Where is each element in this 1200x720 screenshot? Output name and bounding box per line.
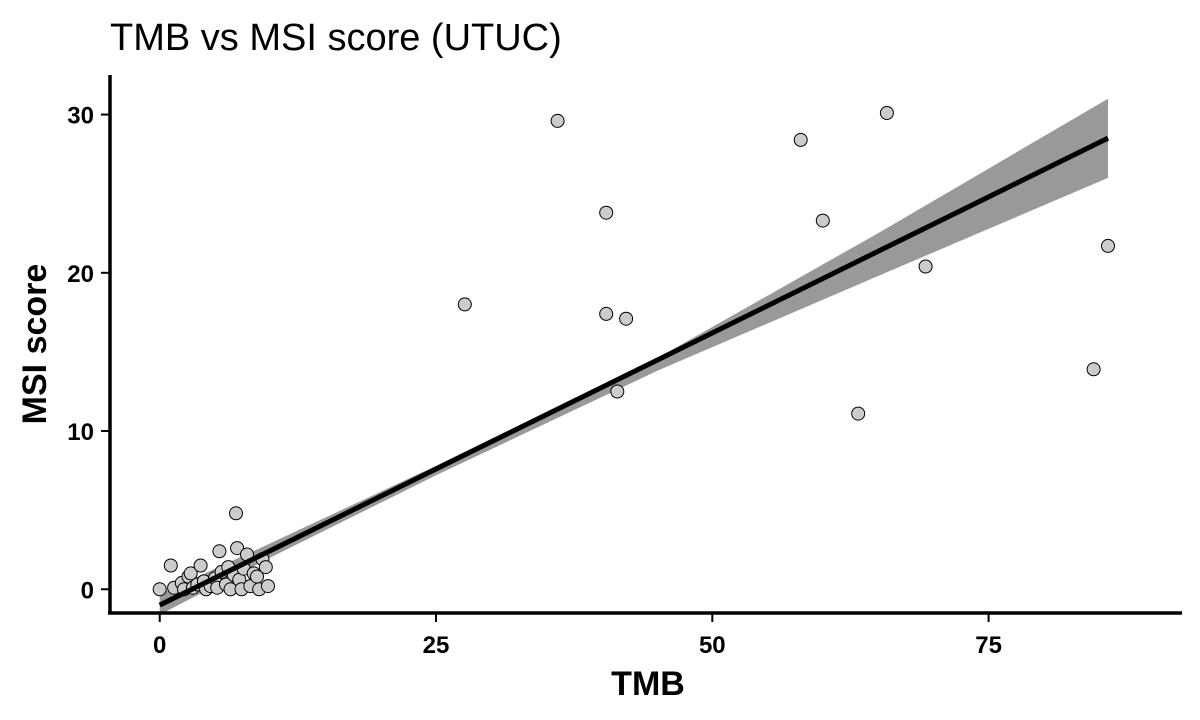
x-axis-title: TMB xyxy=(611,665,685,703)
chart-title: TMB vs MSI score (UTUC) xyxy=(110,17,562,59)
x-tick-label: 25 xyxy=(423,632,450,659)
data-point xyxy=(193,558,208,573)
x-tick-label: 75 xyxy=(975,632,1002,659)
y-tick-label: 0 xyxy=(81,577,94,604)
data-point xyxy=(163,558,178,573)
data-point xyxy=(793,132,808,147)
data-points-layer xyxy=(152,106,1115,597)
data-point xyxy=(1101,238,1115,253)
data-point xyxy=(610,384,625,399)
data-point xyxy=(599,205,614,220)
data-point xyxy=(851,406,866,421)
data-point xyxy=(879,106,894,120)
y-axis-ticks: 0 10 20 30 xyxy=(67,103,110,604)
y-axis-title: MSI score xyxy=(16,264,54,425)
y-tick-label: 20 xyxy=(67,261,94,288)
data-point xyxy=(212,544,227,559)
data-point xyxy=(815,213,830,228)
data-point xyxy=(258,560,273,575)
data-point xyxy=(599,306,614,321)
data-point xyxy=(619,311,634,326)
data-point xyxy=(261,579,275,594)
data-point xyxy=(1086,362,1101,377)
fit-line xyxy=(158,135,1110,608)
data-point xyxy=(457,297,472,312)
x-tick-label: 0 xyxy=(153,632,166,659)
y-tick-label: 30 xyxy=(67,103,94,130)
x-axis-ticks: 0 25 50 75 xyxy=(153,613,1002,659)
fit-line-layer xyxy=(158,135,1110,608)
data-point xyxy=(918,259,933,274)
x-tick-label: 50 xyxy=(699,632,726,659)
data-point xyxy=(152,582,167,597)
data-point xyxy=(550,113,565,128)
y-tick-label: 10 xyxy=(67,419,94,446)
data-point xyxy=(183,566,198,581)
data-point xyxy=(230,541,245,556)
data-point xyxy=(229,506,243,521)
